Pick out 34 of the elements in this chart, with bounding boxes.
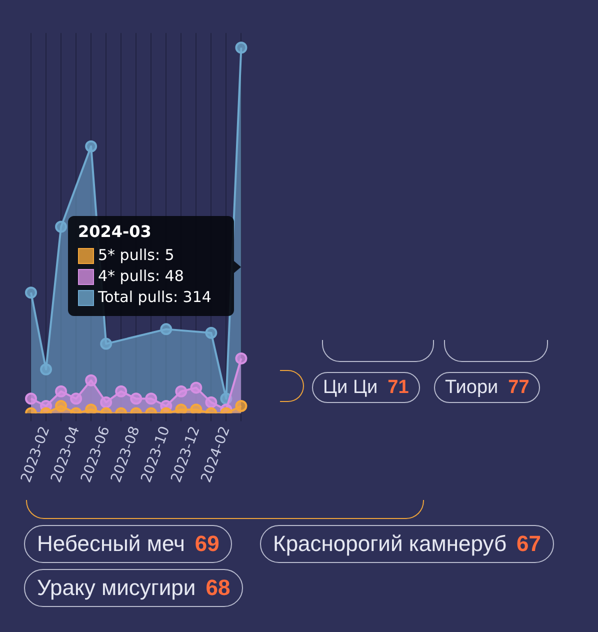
point: [190, 382, 202, 394]
text: 4* pulls: 48: [98, 267, 184, 285]
point: [55, 400, 68, 412]
point: [205, 396, 218, 408]
point: [145, 392, 158, 405]
text: Краснорогий камнеруб 67: [273, 531, 542, 557]
point: [55, 385, 68, 398]
text: Небесный меч 69: [37, 531, 220, 557]
text: Ураку мисугири 68: [37, 575, 230, 601]
point: [100, 338, 112, 350]
text: Тиори 77: [445, 376, 530, 398]
point: [235, 42, 248, 54]
point: [205, 326, 218, 339]
point: [70, 392, 82, 405]
point: [130, 392, 142, 405]
text: Total pulls: 314: [98, 288, 212, 306]
point: [175, 385, 188, 398]
point: [235, 400, 248, 412]
point: [55, 220, 68, 233]
point: [235, 352, 248, 364]
point: [190, 404, 202, 414]
text: Ци Ци 71: [323, 376, 409, 398]
point: [25, 286, 37, 299]
point: [40, 363, 52, 376]
point: [160, 323, 172, 336]
point: [25, 392, 37, 405]
point: [175, 404, 188, 414]
point: [115, 385, 128, 398]
point: [85, 374, 98, 386]
text: 5* pulls: 5: [98, 246, 174, 264]
annotation: 2024-03: [78, 222, 152, 241]
point: [85, 404, 98, 414]
point: [85, 140, 98, 152]
point: [100, 396, 112, 408]
